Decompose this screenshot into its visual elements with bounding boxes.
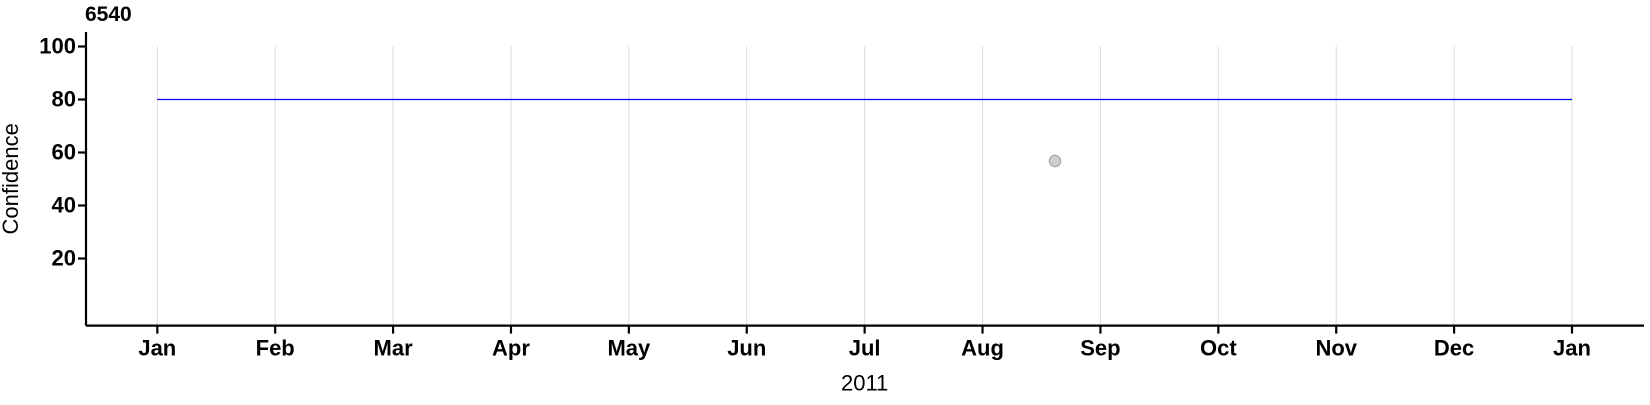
svg-text:Nov: Nov <box>1315 336 1357 361</box>
svg-text:80: 80 <box>52 87 76 112</box>
svg-text:Jan: Jan <box>1553 336 1591 361</box>
svg-text:60: 60 <box>52 140 76 165</box>
svg-text:Apr: Apr <box>492 336 530 361</box>
svg-text:Aug: Aug <box>961 336 1004 361</box>
svg-text:6540: 6540 <box>85 3 132 26</box>
svg-text:May: May <box>607 336 651 361</box>
svg-text:40: 40 <box>52 193 76 218</box>
svg-text:20: 20 <box>52 246 76 271</box>
svg-text:Sep: Sep <box>1080 336 1120 361</box>
svg-text:2011: 2011 <box>841 371 888 396</box>
svg-text:Confidence: Confidence <box>0 123 23 234</box>
svg-text:Feb: Feb <box>256 336 295 361</box>
svg-text:Jan: Jan <box>138 336 176 361</box>
svg-text:Dec: Dec <box>1434 336 1474 361</box>
svg-text:Mar: Mar <box>374 336 414 361</box>
svg-text:100: 100 <box>39 34 76 59</box>
svg-text:Jun: Jun <box>727 336 766 361</box>
svg-text:Jul: Jul <box>849 336 881 361</box>
svg-text:Oct: Oct <box>1200 336 1237 361</box>
